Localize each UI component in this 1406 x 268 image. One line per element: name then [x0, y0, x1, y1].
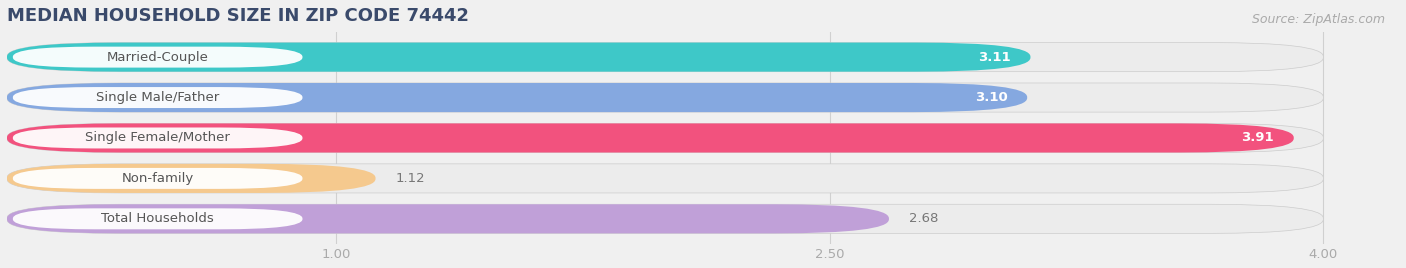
FancyBboxPatch shape	[7, 83, 1028, 112]
FancyBboxPatch shape	[13, 168, 302, 189]
FancyBboxPatch shape	[7, 204, 1323, 233]
FancyBboxPatch shape	[13, 47, 302, 68]
FancyBboxPatch shape	[13, 87, 302, 108]
FancyBboxPatch shape	[7, 164, 1323, 193]
Text: Source: ZipAtlas.com: Source: ZipAtlas.com	[1251, 13, 1385, 27]
FancyBboxPatch shape	[7, 83, 1323, 112]
Text: Total Households: Total Households	[101, 212, 214, 225]
FancyBboxPatch shape	[13, 208, 302, 229]
Text: 3.11: 3.11	[979, 51, 1011, 64]
FancyBboxPatch shape	[7, 124, 1323, 152]
FancyBboxPatch shape	[7, 164, 375, 193]
FancyBboxPatch shape	[7, 124, 1294, 152]
Text: Non-family: Non-family	[121, 172, 194, 185]
Text: MEDIAN HOUSEHOLD SIZE IN ZIP CODE 74442: MEDIAN HOUSEHOLD SIZE IN ZIP CODE 74442	[7, 7, 470, 25]
FancyBboxPatch shape	[7, 43, 1323, 72]
Text: Single Male/Father: Single Male/Father	[96, 91, 219, 104]
Text: 3.91: 3.91	[1241, 132, 1274, 144]
FancyBboxPatch shape	[7, 43, 1031, 72]
Text: Married-Couple: Married-Couple	[107, 51, 208, 64]
Text: 1.12: 1.12	[395, 172, 425, 185]
FancyBboxPatch shape	[13, 128, 302, 148]
FancyBboxPatch shape	[7, 204, 889, 233]
Text: 3.10: 3.10	[974, 91, 1008, 104]
Text: Single Female/Mother: Single Female/Mother	[86, 132, 231, 144]
Text: 2.68: 2.68	[908, 212, 938, 225]
